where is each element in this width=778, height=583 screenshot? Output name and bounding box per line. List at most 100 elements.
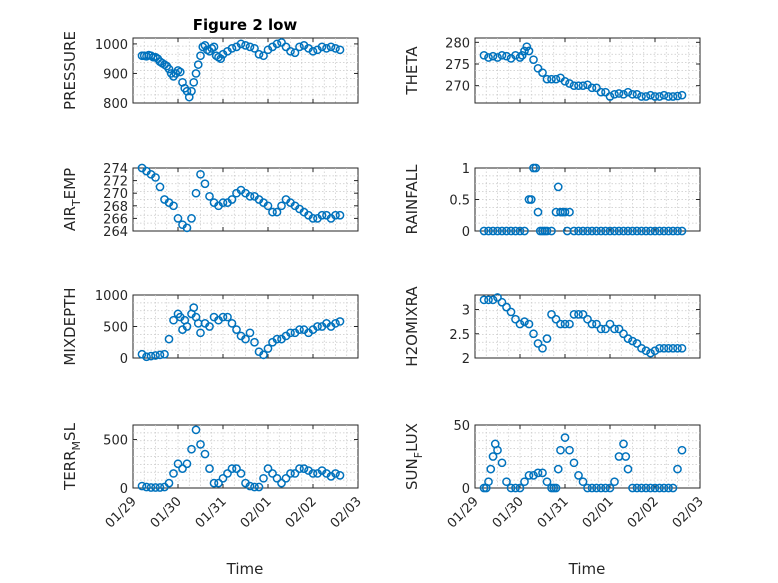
- data-point: [650, 92, 660, 101]
- data-point: [254, 49, 264, 59]
- data-point: [232, 464, 241, 473]
- y-axis-label: PRESSURE: [61, 31, 79, 110]
- data-point: [218, 312, 228, 322]
- subplot-7: 0 500 01/29 01/30 01/31 02/01 02/02 02/03 TERRMS…: [61, 422, 365, 531]
- data-point: [650, 346, 660, 356]
- data-point: [189, 77, 199, 87]
- data-point: [623, 464, 633, 474]
- data-point: [216, 54, 226, 64]
- data-point: [227, 319, 237, 328]
- data-point: [317, 42, 327, 52]
- x-tick-label: 01/29: [103, 494, 140, 531]
- y-tick-label: 0: [462, 482, 470, 497]
- data-point: [322, 43, 331, 53]
- data-point: [560, 207, 570, 217]
- data-point: [209, 478, 219, 488]
- y-tick-label: 280: [445, 36, 470, 51]
- y-tick-label: 1000: [95, 38, 128, 53]
- data-point: [502, 302, 511, 312]
- data-point: [295, 42, 304, 52]
- data-point: [601, 483, 610, 493]
- data-point: [605, 226, 615, 236]
- data-point: [151, 351, 160, 360]
- data-point: [142, 482, 151, 492]
- data-point: [515, 483, 525, 493]
- data-point: [205, 464, 214, 473]
- x-tick-label: 02/03: [328, 494, 365, 531]
- data-point: [182, 322, 192, 331]
- data-point: [553, 464, 563, 474]
- data-point: [655, 226, 664, 236]
- data-point: [196, 328, 205, 338]
- data-point: [664, 343, 673, 353]
- data-point: [484, 477, 493, 487]
- data-point: [533, 63, 543, 73]
- x-tick-label: 02/01: [580, 494, 617, 531]
- data-point: [277, 478, 286, 488]
- data-point: [628, 483, 637, 493]
- subplot-5: 0 500 1000 MIXDEPTH: [61, 287, 359, 367]
- data-point: [664, 483, 673, 493]
- data-point: [479, 295, 489, 305]
- data-point: [488, 226, 498, 236]
- data-point: [553, 182, 563, 192]
- data-point: [556, 319, 565, 329]
- data-point: [637, 343, 646, 353]
- data-point: [578, 81, 588, 91]
- y-axis-label: H2OMIXRA: [403, 286, 421, 367]
- data-point: [277, 201, 286, 211]
- data-point: [191, 188, 201, 198]
- data-point: [619, 89, 628, 99]
- data-point: [632, 483, 642, 493]
- data-point: [547, 74, 556, 84]
- y-tick-label: 275: [445, 58, 470, 73]
- data-point: [646, 483, 655, 493]
- data-point: [151, 173, 160, 182]
- y-tick-label: 1: [462, 162, 470, 177]
- data-point: [497, 458, 507, 468]
- x-axis-label-right: Time: [568, 560, 606, 578]
- data-point: [610, 477, 619, 487]
- data-point: [646, 90, 655, 100]
- data-point: [272, 473, 282, 483]
- data-point: [538, 343, 547, 353]
- data-point: [646, 348, 655, 358]
- y-tick-label: 900: [103, 67, 128, 82]
- data-point: [175, 67, 185, 77]
- data-point: [295, 464, 304, 473]
- y-tick-label: 500: [103, 434, 128, 449]
- data-point: [542, 226, 552, 236]
- data-point: [596, 483, 606, 493]
- data-point: [268, 469, 277, 478]
- data-point: [272, 39, 282, 49]
- data-point: [502, 477, 511, 487]
- data-point: [137, 349, 147, 359]
- data-point: [497, 226, 507, 236]
- y-tick-label: 2: [462, 352, 470, 367]
- data-point: [587, 226, 597, 236]
- data-point: [614, 226, 624, 236]
- data-point: [569, 458, 579, 468]
- y-axis-label: MIXDEPTH: [61, 287, 79, 365]
- data-point: [637, 483, 646, 493]
- x-tick-label: 01/31: [193, 494, 230, 531]
- data-point: [227, 464, 237, 473]
- data-point: [493, 293, 502, 302]
- data-point: [484, 53, 493, 62]
- data-point: [245, 42, 255, 52]
- data-point: [169, 315, 178, 325]
- data-point: [569, 310, 579, 319]
- y-tick-label: 270: [103, 187, 128, 202]
- data-point: [664, 226, 673, 236]
- data-point: [659, 343, 669, 353]
- data-point: [488, 452, 498, 461]
- data-point: [151, 483, 160, 492]
- data-point: [623, 226, 633, 236]
- data-point: [493, 226, 502, 236]
- data-point: [326, 42, 336, 52]
- data-point: [601, 324, 610, 334]
- y-tick-label: 0: [120, 482, 128, 497]
- data-point: [272, 207, 282, 217]
- data-point: [146, 483, 156, 492]
- data-point: [182, 223, 192, 233]
